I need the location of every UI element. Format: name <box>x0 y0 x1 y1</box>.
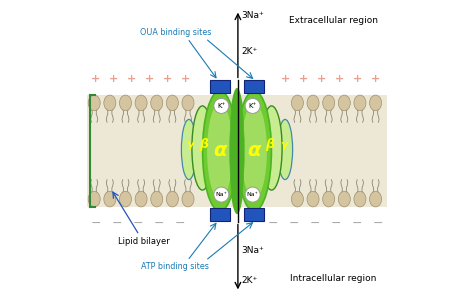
Ellipse shape <box>119 191 131 207</box>
Circle shape <box>214 187 229 202</box>
Text: K⁺: K⁺ <box>217 103 226 109</box>
Ellipse shape <box>229 88 245 214</box>
Text: +: + <box>127 74 137 84</box>
Text: α: α <box>247 142 261 160</box>
Ellipse shape <box>166 95 178 111</box>
Ellipse shape <box>207 103 233 199</box>
Ellipse shape <box>119 95 131 111</box>
Ellipse shape <box>278 119 292 180</box>
Text: −: − <box>91 217 101 230</box>
Ellipse shape <box>237 91 272 211</box>
Ellipse shape <box>151 95 163 111</box>
Ellipse shape <box>292 191 303 207</box>
Ellipse shape <box>370 95 382 111</box>
Ellipse shape <box>241 103 267 199</box>
Ellipse shape <box>323 191 335 207</box>
Circle shape <box>245 98 260 114</box>
Ellipse shape <box>354 95 366 111</box>
Text: Lipid bilayer: Lipid bilayer <box>118 237 170 246</box>
Text: β: β <box>200 139 209 152</box>
Ellipse shape <box>182 191 194 207</box>
Text: +: + <box>317 74 326 84</box>
FancyBboxPatch shape <box>210 80 230 93</box>
Ellipse shape <box>307 95 319 111</box>
Text: +: + <box>335 74 344 84</box>
Ellipse shape <box>166 191 178 207</box>
Text: −: − <box>289 217 300 230</box>
Text: Extracellular region: Extracellular region <box>289 16 378 25</box>
Text: +: + <box>145 74 155 84</box>
Ellipse shape <box>135 191 147 207</box>
Text: +: + <box>163 74 173 84</box>
Ellipse shape <box>230 91 244 211</box>
Ellipse shape <box>370 191 382 207</box>
Text: −: − <box>111 217 122 230</box>
Text: β: β <box>265 139 274 152</box>
Text: +: + <box>109 74 118 84</box>
Ellipse shape <box>135 95 147 111</box>
Ellipse shape <box>323 95 335 111</box>
FancyBboxPatch shape <box>244 80 264 93</box>
Text: Na⁺: Na⁺ <box>215 192 228 197</box>
Text: α: α <box>213 142 227 160</box>
Text: −: − <box>373 217 383 230</box>
Text: −: − <box>268 217 278 230</box>
Ellipse shape <box>88 191 100 207</box>
Ellipse shape <box>182 119 196 180</box>
Text: −: − <box>352 217 363 230</box>
Text: +: + <box>281 74 290 84</box>
Text: Intracellular region: Intracellular region <box>290 274 376 283</box>
Text: 2K⁺: 2K⁺ <box>242 47 258 56</box>
FancyBboxPatch shape <box>210 208 230 221</box>
Ellipse shape <box>261 106 282 190</box>
Text: +: + <box>91 74 100 84</box>
Ellipse shape <box>202 91 237 211</box>
Ellipse shape <box>151 191 163 207</box>
Text: ATP binding sites: ATP binding sites <box>141 262 210 271</box>
Ellipse shape <box>192 106 213 190</box>
Text: 3Na⁺: 3Na⁺ <box>242 246 264 255</box>
Text: +: + <box>299 74 308 84</box>
Text: K⁺: K⁺ <box>248 103 257 109</box>
Bar <box>87 95 387 207</box>
Ellipse shape <box>307 191 319 207</box>
Ellipse shape <box>88 95 100 111</box>
Text: γ: γ <box>186 140 193 150</box>
Ellipse shape <box>338 191 350 207</box>
Text: 3Na⁺: 3Na⁺ <box>242 11 264 20</box>
Text: −: − <box>154 217 164 230</box>
Ellipse shape <box>292 95 303 111</box>
Circle shape <box>245 187 260 202</box>
Text: OUA binding sites: OUA binding sites <box>140 28 211 37</box>
Circle shape <box>214 98 229 114</box>
Text: −: − <box>331 217 341 230</box>
Ellipse shape <box>338 95 350 111</box>
FancyBboxPatch shape <box>244 208 264 221</box>
Ellipse shape <box>104 191 116 207</box>
Ellipse shape <box>104 95 116 111</box>
Text: +: + <box>371 74 380 84</box>
Text: −: − <box>310 217 320 230</box>
Ellipse shape <box>182 95 194 111</box>
Text: Na⁺: Na⁺ <box>246 192 259 197</box>
Text: +: + <box>181 74 191 84</box>
Text: −: − <box>133 217 143 230</box>
Text: 2K⁺: 2K⁺ <box>242 276 258 285</box>
Text: γ: γ <box>281 140 288 150</box>
Text: −: − <box>174 217 185 230</box>
Text: +: + <box>353 74 362 84</box>
Ellipse shape <box>354 191 366 207</box>
